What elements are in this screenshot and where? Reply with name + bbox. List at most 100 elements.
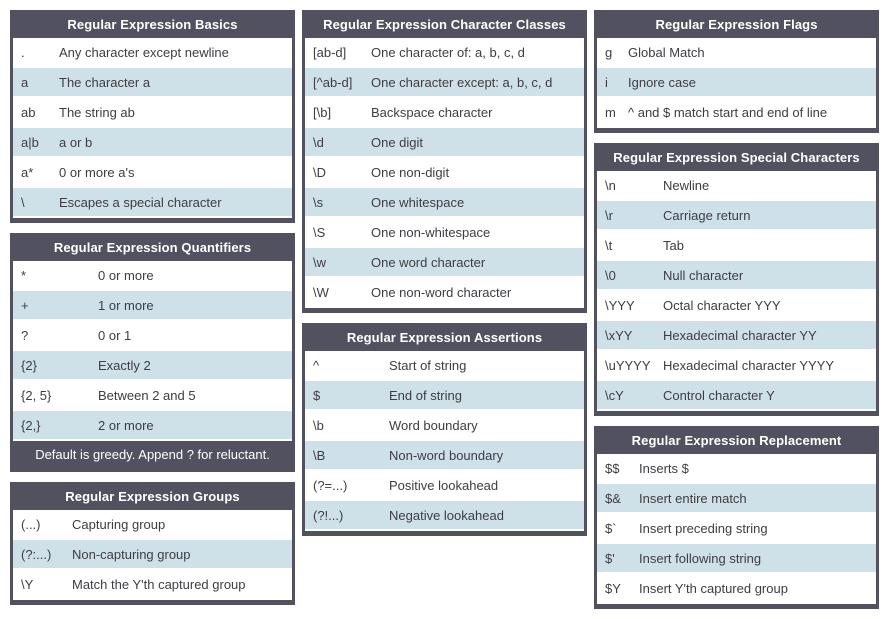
table-row: m ^ and $ match start and end of line xyxy=(597,98,876,128)
table-special-characters: Regular Expression Special Characters \n N… xyxy=(594,143,879,416)
token-description: Inserts $ xyxy=(639,460,689,476)
table-row: \b Word boundary xyxy=(305,411,584,441)
table-row: \w One word character xyxy=(305,248,584,278)
regex-token: \w xyxy=(313,254,326,270)
table-row: (?=...) Positive lookahead xyxy=(305,471,584,501)
table-row: \t Tab xyxy=(597,231,876,261)
regex-token: \B xyxy=(313,447,326,463)
regex-token: (...) xyxy=(21,516,41,532)
table-row: \B Non-word boundary xyxy=(305,441,584,471)
table-title: Regular Expression Assertions xyxy=(305,323,584,351)
table-row: $$ Inserts $ xyxy=(597,454,876,484)
table-row: \W One non-word character xyxy=(305,278,584,308)
table-row: (?!...) Negative lookahead xyxy=(305,501,584,531)
regex-token: ? xyxy=(21,327,29,343)
table-row: \n Newline xyxy=(597,171,876,201)
regex-token: m xyxy=(605,104,616,120)
table-groups: Regular Expression Groups (...) Capturing … xyxy=(10,482,295,605)
column-right: Regular Expression Flags g Global Match i Ig… xyxy=(594,10,879,609)
table-title: Regular Expression Special Characters xyxy=(597,143,876,171)
regex-token: $' xyxy=(605,550,615,566)
regex-token: $Y xyxy=(605,580,621,596)
regex-token: \uYYYY xyxy=(605,357,651,373)
regex-token: $` xyxy=(605,520,617,536)
regex-token: + xyxy=(21,297,29,313)
token-description: Any character except newline xyxy=(59,44,229,60)
token-description: Global Match xyxy=(628,44,705,60)
regex-token: \n xyxy=(605,177,616,193)
regex-token: ^ xyxy=(313,357,320,373)
token-description: Backspace character xyxy=(371,104,493,120)
table-row: $` Insert preceding string xyxy=(597,514,876,544)
table-row: \YYY Octal character YYY xyxy=(597,291,876,321)
table-row: {2} Exactly 2 xyxy=(13,351,292,381)
table-row: +1 or more xyxy=(13,291,292,321)
table-row: i Ignore case xyxy=(597,68,876,98)
token-description: The character a xyxy=(59,74,151,90)
table-flags: Regular Expression Flags g Global Match i Ig… xyxy=(594,10,879,133)
regex-token: \d xyxy=(313,134,324,150)
token-description: a or b xyxy=(59,134,93,150)
token-description: Word boundary xyxy=(389,417,478,433)
token-description: Carriage return xyxy=(663,207,751,223)
table-row: a* 0 or more a's xyxy=(13,158,292,188)
table-row: \0 Null character xyxy=(597,261,876,291)
token-description: Insert preceding string xyxy=(639,520,768,536)
regex-token: [^ab-d] xyxy=(313,74,353,90)
regex-token: . xyxy=(21,44,25,60)
table-row: \ Escapes a special character xyxy=(13,188,292,218)
column-middle: Regular Expression Character Classes [ab-… xyxy=(302,10,587,609)
table-row: \r Carriage return xyxy=(597,201,876,231)
token-description: Negative lookahead xyxy=(389,507,504,523)
regex-token: [\b] xyxy=(313,104,332,120)
token-description: One character of: a, b, c, d xyxy=(371,44,525,60)
token-description: One non-digit xyxy=(371,164,450,180)
regex-token: \YYY xyxy=(605,297,635,313)
table-character-classes: Regular Expression Character Classes [ab-… xyxy=(302,10,587,313)
table-row: [^ab-d] One character except: a, b, c, d xyxy=(305,68,584,98)
regex-token: \D xyxy=(313,164,326,180)
table-row: [\b] Backspace character xyxy=(305,98,584,128)
regex-token: \W xyxy=(313,284,329,300)
table-title: Regular Expression Basics xyxy=(13,10,292,38)
token-description: 0 or 1 xyxy=(98,327,132,343)
regex-token: [ab-d] xyxy=(313,44,347,60)
table-row: \D One non-digit xyxy=(305,158,584,188)
token-description: Exactly 2 xyxy=(98,357,151,373)
regex-token: a xyxy=(21,74,29,90)
token-description: Ignore case xyxy=(628,74,696,90)
table-row: \uYYYY Hexadecimal character YYYY xyxy=(597,351,876,381)
table-row: * 0 or more xyxy=(13,261,292,291)
token-description: The string ab xyxy=(59,104,135,120)
table-assertions: Regular Expression Assertions ^ Start of s… xyxy=(302,323,587,536)
token-description: Match the Y'th captured group xyxy=(72,576,246,592)
table-row: $ End of string xyxy=(305,381,584,411)
regex-token: a* xyxy=(21,164,34,180)
token-description: Hexadecimal character YY xyxy=(663,327,817,343)
token-description: One character except: a, b, c, d xyxy=(371,74,553,90)
regex-token: \r xyxy=(605,207,613,223)
table-row: ? 0 or 1 xyxy=(13,321,292,351)
table-row: g Global Match xyxy=(597,38,876,68)
token-description: End of string xyxy=(389,387,462,403)
token-description: Positive lookahead xyxy=(389,477,499,493)
table-title: Regular Expression Flags xyxy=(597,10,876,38)
table-row: ^ Start of string xyxy=(305,351,584,381)
table-row: ab The string ab xyxy=(13,98,292,128)
table-row: (...) Capturing group xyxy=(13,510,292,540)
token-description: Octal character YYY xyxy=(663,297,781,313)
token-description: Start of string xyxy=(389,357,467,373)
token-description: Escapes a special character xyxy=(59,194,222,210)
regex-token: \ xyxy=(21,194,25,210)
token-description: 1 or more xyxy=(98,297,154,313)
regex-token: i xyxy=(605,74,608,90)
regex-token: \xYY xyxy=(605,327,633,343)
regex-token: (?!...) xyxy=(313,507,344,523)
regex-token: (?=...) xyxy=(313,477,348,493)
token-description: One digit xyxy=(371,134,424,150)
table-row: \cY Control character Y xyxy=(597,381,876,411)
token-description: 0 or more a's xyxy=(59,164,135,180)
regex-token: {2,} xyxy=(21,417,41,433)
regex-token: $ xyxy=(313,387,321,403)
